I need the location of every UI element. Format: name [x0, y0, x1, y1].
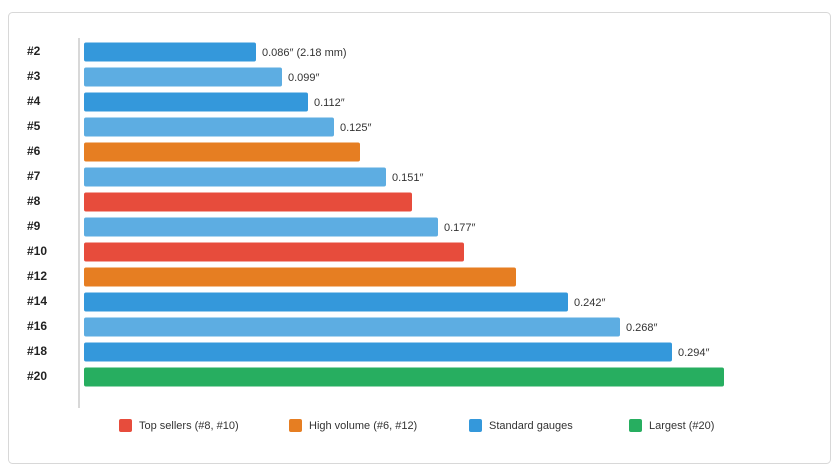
y-tick-label: #18: [27, 344, 47, 358]
value-label: 0.320″: [730, 372, 762, 384]
y-tick-label: #5: [27, 119, 41, 133]
y-tick-label: #4: [27, 94, 41, 108]
bar: [84, 267, 516, 287]
y-tick-label: #20: [27, 369, 47, 383]
legend-swatch: [119, 419, 132, 432]
y-tick-label: #12: [27, 269, 47, 283]
y-tick-label: #3: [27, 69, 41, 83]
bar: [84, 142, 360, 162]
bar: [84, 317, 620, 337]
value-label: 0.216″ — 11 %: [522, 272, 595, 284]
value-label: 0.294″: [678, 347, 710, 359]
y-tick-label: #16: [27, 319, 47, 333]
legend-swatch: [469, 419, 482, 432]
value-label: 0.086″ (2.18 mm): [262, 47, 347, 59]
bar: [84, 242, 464, 262]
y-tick-label: #2: [27, 44, 41, 58]
bar: [84, 192, 412, 212]
y-tick-label: #8: [27, 194, 41, 208]
bar: [84, 42, 256, 62]
bar: [84, 67, 282, 87]
bar: [84, 117, 334, 137]
bar: [84, 167, 386, 187]
legend-label: Top sellers (#8, #10): [139, 420, 239, 432]
value-label: 0.177″: [444, 222, 476, 234]
value-label: 0.268″: [626, 322, 658, 334]
value-label: 0.112″: [314, 97, 345, 109]
bar: [84, 367, 724, 387]
value-label: 0.190″ — 30 % of orders: [470, 247, 591, 259]
value-label: 0.099″: [288, 72, 320, 84]
legend-label: Standard gauges: [489, 420, 573, 432]
y-tick-label: #9: [27, 219, 41, 233]
legend-swatch: [629, 419, 642, 432]
bar: [84, 92, 308, 112]
value-label: 0.138″ — 18 % of orders: [366, 147, 487, 159]
y-tick-label: #14: [27, 294, 47, 308]
legend-label: Largest (#20): [649, 420, 714, 432]
bar: [84, 217, 438, 237]
bar: [84, 292, 568, 312]
value-label: 0.242″: [574, 297, 606, 309]
legend-label: High volume (#6, #12): [309, 420, 417, 432]
y-tick-label: #6: [27, 144, 41, 158]
legend-swatch: [289, 419, 302, 432]
y-tick-label: #7: [27, 169, 41, 183]
value-label: 0.151″: [392, 172, 424, 184]
value-label: 0.125″: [340, 122, 372, 134]
bar: [84, 342, 672, 362]
y-tick-label: #10: [27, 244, 47, 258]
value-label: 0.164″ — 24 % of orders: [418, 197, 539, 209]
